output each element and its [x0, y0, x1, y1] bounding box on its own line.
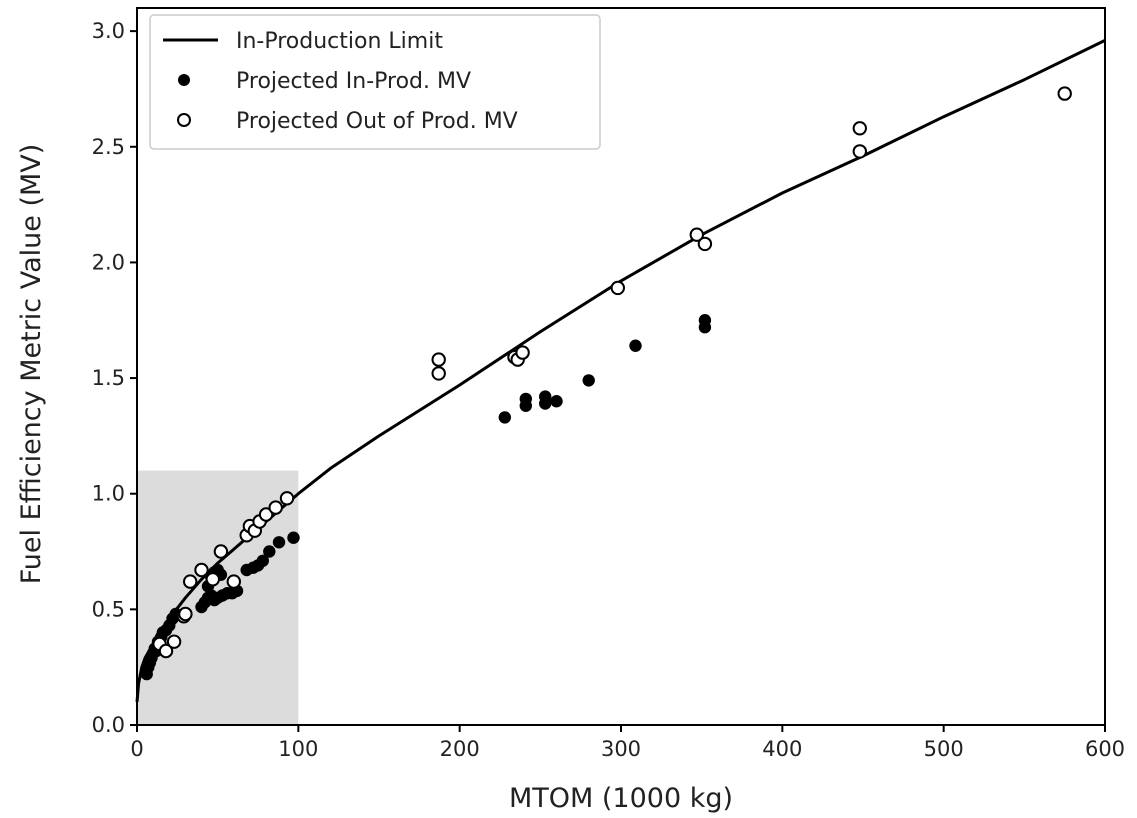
data-point: [158, 643, 174, 659]
x-tick-label: 200: [440, 737, 480, 761]
legend-label-in-prod: Projected In-Prod. MV: [236, 69, 471, 94]
y-axis-title: Fuel Efficiency Metric Value (MV): [16, 144, 47, 585]
x-tick-label: 0: [130, 737, 143, 761]
series-0-points: [140, 314, 712, 681]
data-point: [610, 280, 625, 296]
y-tick-label: 1.0: [92, 482, 125, 506]
legend: In-Production Limit Projected In-Prod. M…: [149, 14, 601, 150]
data-point: [550, 395, 563, 408]
y-tick-label: 1.5: [92, 366, 125, 390]
data-point: [498, 411, 511, 424]
data-point: [431, 366, 446, 381]
data-point: [852, 144, 867, 159]
data-point: [213, 544, 229, 559]
data-point: [183, 574, 198, 589]
data-point: [258, 507, 274, 522]
data-point: [166, 634, 182, 649]
data-point: [1057, 86, 1072, 101]
data-point: [698, 314, 712, 327]
x-tick-label: 400: [762, 737, 802, 761]
axes: 0 100 200 300 400 500 600 0.0 0.5 1.0 1.5 2.0 2.5 3.0: [92, 7, 1125, 761]
data-point: [263, 545, 276, 558]
data-point: [515, 345, 530, 360]
y-tick-label: 2.5: [92, 135, 125, 159]
data-point: [689, 227, 704, 242]
legend-label-limit: In-Production Limit: [236, 29, 443, 54]
data-point: [226, 574, 242, 589]
data-point: [629, 339, 642, 352]
x-tick-label: 100: [278, 737, 318, 761]
legend-label-out-prod: Projected Out of Prod. MV: [236, 109, 518, 134]
legend-box: [149, 14, 601, 150]
data-point: [582, 374, 595, 387]
x-tick-label: 300: [601, 737, 641, 761]
legend-filled-marker: [178, 74, 190, 86]
y-tick-label: 3.0: [92, 19, 125, 43]
y-tick-label: 2.0: [92, 250, 125, 274]
data-point: [256, 554, 269, 567]
data-point: [852, 121, 867, 136]
legend-open-marker: [177, 113, 191, 127]
data-point: [205, 572, 221, 587]
data-point: [519, 392, 532, 406]
data-point: [194, 562, 209, 578]
data-point: [268, 500, 283, 515]
x-axis-title: MTOM (1000 kg): [509, 783, 733, 814]
data-point: [697, 236, 713, 252]
data-point: [287, 531, 300, 544]
data-point: [431, 352, 446, 367]
data-point: [272, 536, 286, 549]
y-tick-label: 0.5: [92, 597, 125, 621]
series-1-points: [152, 86, 1072, 659]
data-point: [279, 491, 295, 506]
data-point: [178, 606, 193, 622]
plot-area: [135, 39, 1106, 725]
data-point: [539, 390, 552, 403]
y-tick-label: 0.0: [92, 713, 125, 737]
x-tick-label: 600: [1085, 737, 1125, 761]
x-tick-label: 500: [924, 737, 964, 761]
